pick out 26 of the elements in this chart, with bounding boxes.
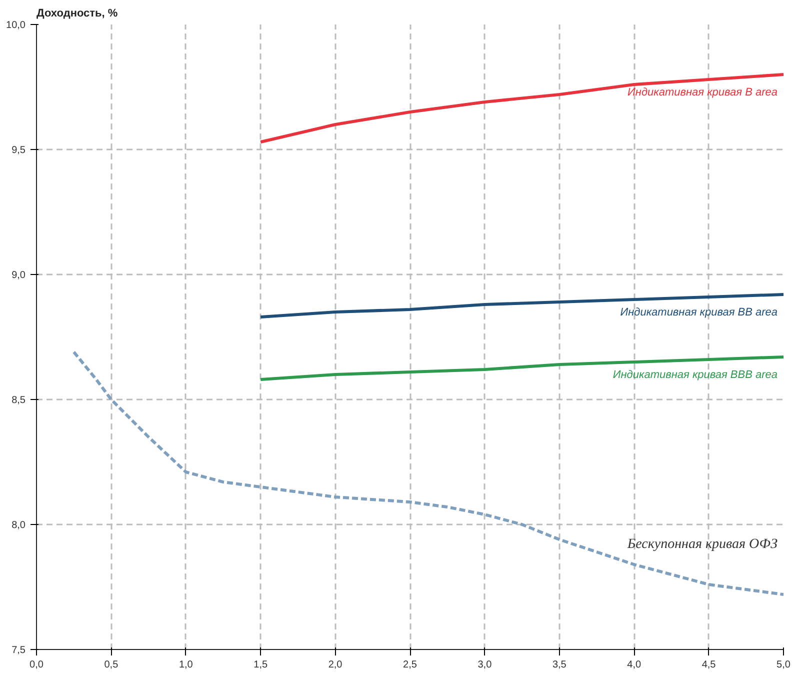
y-tick-label: 8,0 <box>12 520 26 531</box>
series-label: Индикативная кривая B area <box>628 86 778 98</box>
series-label: Бескупонная кривая ОФЗ <box>626 537 778 552</box>
y-tick-label: 7,5 <box>12 645 26 656</box>
y-tick-label: 9,0 <box>12 270 26 281</box>
line-series <box>72 350 784 596</box>
x-tick-label: 0,0 <box>30 660 44 670</box>
x-tick-label: 2,0 <box>328 660 343 670</box>
line-series <box>259 293 784 318</box>
line-series <box>259 73 784 144</box>
series-label: Индикативная кривая BBB area <box>612 369 778 381</box>
x-tick-label: 3,5 <box>552 660 567 670</box>
x-tick-label: 5,0 <box>776 660 791 670</box>
x-tick-label: 0,5 <box>104 660 119 670</box>
x-tick-label: 4,5 <box>702 660 716 670</box>
y-tick-label: 10,0 <box>6 20 26 31</box>
y-tick-label: 9,5 <box>12 145 26 156</box>
x-tick-label: 2,5 <box>403 660 418 670</box>
y-tick-label: 8,5 <box>12 395 26 406</box>
x-tick-label: 1,0 <box>178 660 194 670</box>
y-axis-title: Доходность, % <box>36 8 118 20</box>
x-tick-label: 3,0 <box>478 660 492 670</box>
series-label: Индикативная кривая BB area <box>620 306 778 318</box>
x-tick-label: 4,0 <box>627 660 642 670</box>
x-tick-label: 1,5 <box>254 660 268 670</box>
line-series <box>259 356 784 381</box>
